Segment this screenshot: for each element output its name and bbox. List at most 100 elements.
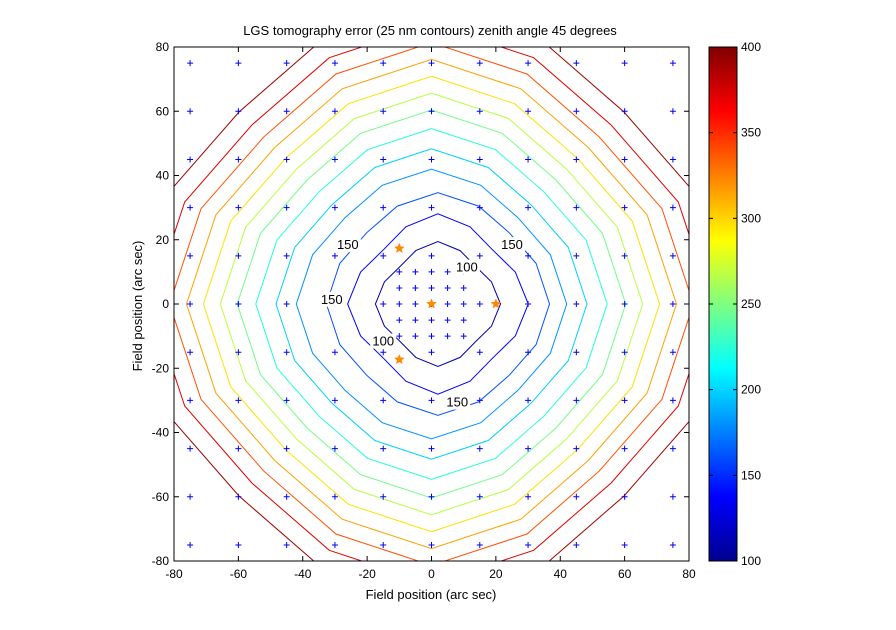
field-point — [669, 541, 676, 548]
contour-label-bg — [498, 237, 525, 253]
field-point — [283, 60, 290, 67]
field-point — [621, 349, 628, 356]
contour-label: 150 — [446, 395, 468, 410]
field-point — [428, 333, 435, 340]
field-point — [187, 493, 194, 500]
contour-100 — [374, 240, 502, 368]
field-point — [331, 204, 338, 211]
field-point — [331, 156, 338, 163]
field-point — [283, 204, 290, 211]
field-point — [331, 252, 338, 259]
field-point — [235, 349, 242, 356]
field-point — [380, 445, 387, 452]
field-point — [235, 60, 242, 67]
field-point — [573, 445, 580, 452]
field-point — [573, 204, 580, 211]
guide-stars — [393, 242, 502, 365]
field-point — [573, 252, 580, 259]
field-point — [283, 349, 290, 356]
field-point — [476, 301, 483, 307]
field-point — [669, 349, 676, 356]
field-point — [525, 108, 532, 115]
field-point — [476, 397, 483, 404]
field-point — [283, 156, 290, 163]
y-axis-label: Field position (arc sec) — [130, 241, 145, 372]
field-point — [187, 445, 194, 452]
field-point — [460, 301, 467, 307]
field-point — [444, 268, 451, 275]
field-point — [235, 541, 242, 548]
colorbar-tick-label: 300 — [741, 211, 761, 225]
field-point — [380, 108, 387, 115]
guide-star — [490, 298, 502, 309]
field-point — [331, 541, 338, 548]
field-point — [331, 493, 338, 500]
field-point — [235, 108, 242, 115]
colorbar-tick-label: 350 — [741, 126, 761, 140]
contour-125 — [347, 213, 529, 395]
contour-labels: 150 150 100 150 100 150 — [318, 237, 525, 410]
x-tick-label: -60 — [230, 567, 248, 581]
field-point — [428, 60, 435, 67]
field-point — [444, 284, 451, 291]
field-point — [428, 252, 435, 259]
field-point — [444, 301, 451, 307]
field-point — [428, 108, 435, 115]
field-point — [476, 349, 483, 356]
field-point — [187, 301, 194, 307]
field-point — [380, 204, 387, 211]
contour-175 — [295, 168, 568, 440]
field-point — [669, 445, 676, 452]
field-point — [331, 349, 338, 356]
field-point — [380, 301, 387, 307]
x-tick-label: 0 — [428, 567, 435, 581]
field-point — [669, 108, 676, 115]
field-point — [187, 349, 194, 356]
guide-star — [393, 242, 405, 254]
field-point — [428, 397, 435, 404]
field-point — [380, 541, 387, 548]
field-point — [669, 252, 676, 259]
field-point — [187, 108, 194, 115]
field-point — [525, 252, 532, 259]
field-point — [396, 333, 403, 340]
guide-star — [426, 298, 437, 309]
x-axis: -80 -60 -40 -20 0 20 40 60 80 — [165, 47, 696, 581]
colorbar-tick-label: 250 — [741, 297, 761, 311]
field-point — [669, 60, 676, 67]
field-point — [396, 317, 403, 324]
field-point — [525, 156, 532, 163]
x-tick-label: 40 — [554, 567, 568, 581]
contour-label: 150 — [321, 292, 343, 307]
field-point — [476, 541, 483, 548]
field-point — [380, 349, 387, 356]
field-point — [187, 252, 194, 259]
y-tick-label: -60 — [152, 490, 170, 504]
colorbar-tick-label: 100 — [741, 554, 761, 568]
contour-label: 150 — [337, 237, 359, 252]
field-point — [331, 445, 338, 452]
field-point — [476, 493, 483, 500]
contour-225 — [255, 128, 608, 480]
y-axis: -80 -60 -40 -20 0 20 40 60 80 — [152, 40, 689, 568]
field-point — [380, 60, 387, 67]
field-point — [235, 301, 242, 307]
field-point — [621, 108, 628, 115]
chart-title: LGS tomography error (25 nm contours) ze… — [243, 23, 617, 38]
field-point — [525, 301, 532, 307]
x-axis-label: Field position (arc sec) — [366, 587, 497, 602]
y-tick-label: 80 — [156, 40, 170, 54]
field-point — [573, 60, 580, 67]
x-tick-label: 80 — [682, 567, 696, 581]
field-point — [380, 397, 387, 404]
field-point — [396, 268, 403, 275]
field-point — [412, 333, 419, 340]
y-tick-label: 60 — [156, 104, 170, 118]
field-point — [525, 493, 532, 500]
contour-label: 150 — [501, 237, 523, 252]
contour-label: 100 — [372, 334, 394, 349]
field-point — [235, 204, 242, 211]
contour-300 — [202, 75, 661, 533]
field-point — [428, 268, 435, 275]
